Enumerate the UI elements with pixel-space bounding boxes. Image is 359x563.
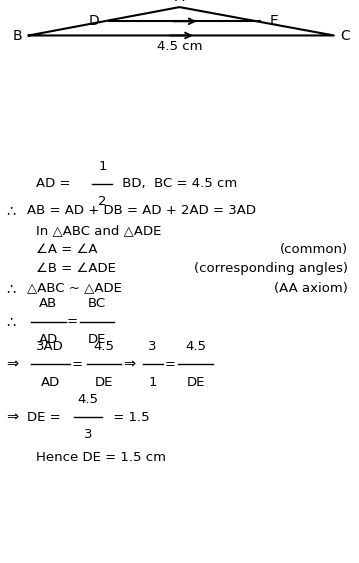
Text: Hence DE = 1.5 cm: Hence DE = 1.5 cm: [36, 451, 166, 464]
Text: (corresponding angles): (corresponding angles): [194, 262, 348, 275]
Text: In △ABC and △ADE: In △ABC and △ADE: [36, 224, 161, 237]
Text: ∴: ∴: [6, 281, 16, 296]
Text: (common): (common): [280, 243, 348, 256]
Text: ∴: ∴: [6, 314, 16, 329]
Text: = 1.5: = 1.5: [109, 410, 150, 423]
Text: C: C: [340, 29, 350, 43]
Text: E: E: [270, 14, 279, 28]
Text: BD,  BC = 4.5 cm: BD, BC = 4.5 cm: [118, 177, 238, 190]
Text: AD: AD: [39, 333, 58, 346]
Text: ⇒: ⇒: [6, 409, 19, 425]
Text: 4.5: 4.5: [78, 393, 98, 406]
Text: AB: AB: [39, 297, 57, 310]
Text: 3AD: 3AD: [36, 340, 64, 353]
Text: 1: 1: [148, 376, 157, 388]
Text: B: B: [13, 29, 22, 43]
Text: BC: BC: [88, 297, 106, 310]
Text: AD =: AD =: [36, 177, 75, 190]
Text: DE: DE: [95, 376, 113, 388]
Text: 4.5: 4.5: [185, 340, 206, 353]
Text: DE: DE: [88, 333, 106, 346]
Text: 1: 1: [98, 160, 107, 173]
Text: 4.5: 4.5: [94, 340, 115, 353]
Text: 3: 3: [148, 340, 157, 353]
Text: DE =: DE =: [27, 410, 65, 423]
Text: 4.5 cm: 4.5 cm: [157, 40, 202, 53]
Text: =: =: [165, 358, 176, 371]
Text: A: A: [175, 0, 184, 4]
Text: ∠B = ∠ADE: ∠B = ∠ADE: [36, 262, 116, 275]
Text: AB = AD + DB = AD + 2AD = 3AD: AB = AD + DB = AD + 2AD = 3AD: [27, 204, 256, 217]
Text: 3: 3: [84, 428, 92, 441]
Text: (AA axiom): (AA axiom): [274, 282, 348, 294]
Text: =: =: [72, 358, 83, 371]
Text: ∠A = ∠A: ∠A = ∠A: [36, 243, 97, 256]
Text: D: D: [89, 14, 100, 28]
Text: =: =: [66, 315, 77, 328]
Text: AD: AD: [41, 376, 60, 388]
Text: DE: DE: [186, 376, 205, 388]
Text: ∴: ∴: [6, 203, 16, 218]
Text: 2: 2: [98, 195, 107, 208]
Text: ⇒: ⇒: [123, 357, 135, 372]
Text: ⇒: ⇒: [6, 357, 19, 372]
Text: △ABC ~ △ADE: △ABC ~ △ADE: [27, 282, 122, 294]
